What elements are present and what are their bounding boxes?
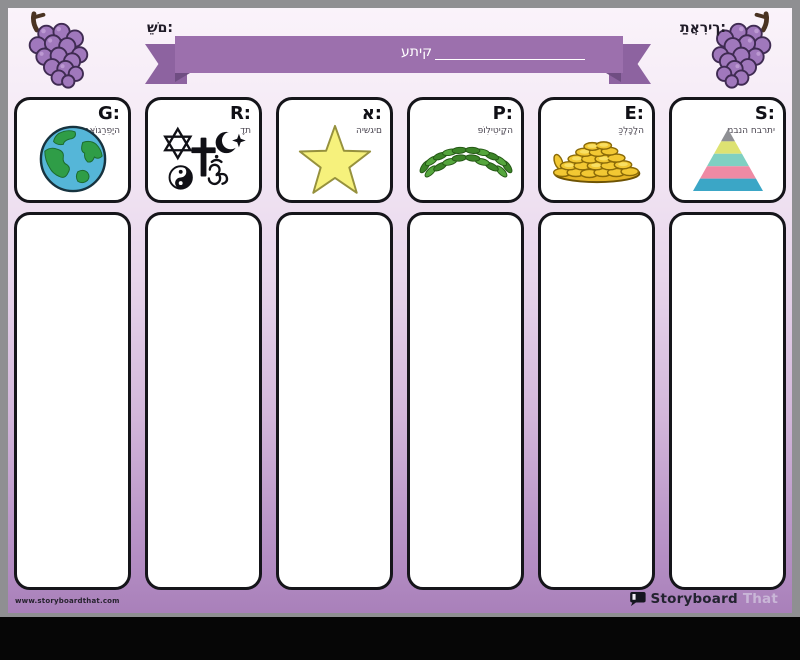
social-pyramid-icon <box>674 120 781 198</box>
column-letter: R: <box>229 103 251 124</box>
write-in-box-economy[interactable] <box>538 212 655 590</box>
column-letter: P: <box>492 103 513 124</box>
write-in-box-geography[interactable] <box>14 212 131 590</box>
banner-ribbon-fold-left <box>175 73 190 82</box>
column-header-economy: E: כַּלְכָּלָה <box>538 97 655 203</box>
column-label: פּוֹלִיטִיקָה <box>477 126 513 136</box>
column-label: דָת <box>240 126 251 136</box>
grapes-icon <box>707 11 787 89</box>
banner-ribbon-fold-right <box>606 73 621 82</box>
write-in-box-achievements[interactable] <box>276 212 393 590</box>
column-achievements: א: הישגים <box>276 97 393 590</box>
column-letter: S: <box>754 103 775 124</box>
column-header-achievements: א: הישגים <box>276 97 393 203</box>
column-geography: G: גֵאוֹגרַפִיָה <box>14 97 131 590</box>
column-religion: R: דָת <box>145 97 262 590</box>
speech-bubble-icon <box>629 592 646 607</box>
logo-text-that: That <box>742 591 778 607</box>
column-letter: E: <box>624 103 645 124</box>
column-label: כַּלְכָּלָה <box>618 126 644 136</box>
banner-title: עתיק <box>401 44 433 60</box>
column-politics: P: פּוֹלִיטִיקָה <box>407 97 524 590</box>
name-label: שֵׁם: <box>147 20 173 36</box>
achievements-star-icon <box>281 120 388 198</box>
column-label: הישגים <box>356 126 382 136</box>
write-in-box-religion[interactable] <box>145 212 262 590</box>
column-label: גֵאוֹגרַפִיָה <box>85 126 120 136</box>
storyboard-logo: Storyboard That <box>629 591 778 607</box>
religious-symbols-icon <box>150 120 257 198</box>
website-url: www.storyboardthat.com <box>15 597 120 605</box>
laurel-wreath-icon <box>412 120 519 198</box>
column-letter: א: <box>361 103 382 124</box>
date-label: תַאֲרִיך: <box>680 20 726 36</box>
column-header-social-structure: S: מבנה חברתי <box>669 97 786 203</box>
write-in-box-politics[interactable] <box>407 212 524 590</box>
column-header-geography: G: גֵאוֹגרַפִיָה <box>14 97 131 203</box>
title-banner: עתיק <box>175 36 623 73</box>
write-in-box-social-structure[interactable] <box>669 212 786 590</box>
globe-icon <box>19 120 126 198</box>
column-social-structure: S: מבנה חברתי <box>669 97 786 590</box>
column-header-politics: P: פּוֹלִיטִיקָה <box>407 97 524 203</box>
gold-coins-icon <box>543 120 650 198</box>
banner-title-blank-line[interactable] <box>435 45 586 60</box>
grapes-columns: G: גֵאוֹגרַפִיָה <box>14 97 786 590</box>
column-header-religion: R: דָת <box>145 97 262 203</box>
worksheet-page: שֵׁם: תַאֲרִיך: עתיק G: גֵאוֹגרַפִיָה <box>8 8 792 613</box>
column-letter: G: <box>98 103 120 124</box>
grapes-icon <box>13 11 93 89</box>
logo-text-storyboard: Storyboard <box>650 591 738 607</box>
column-economy: E: כַּלְכָּלָה <box>538 97 655 590</box>
column-label: מבנה חברתי <box>727 126 775 136</box>
